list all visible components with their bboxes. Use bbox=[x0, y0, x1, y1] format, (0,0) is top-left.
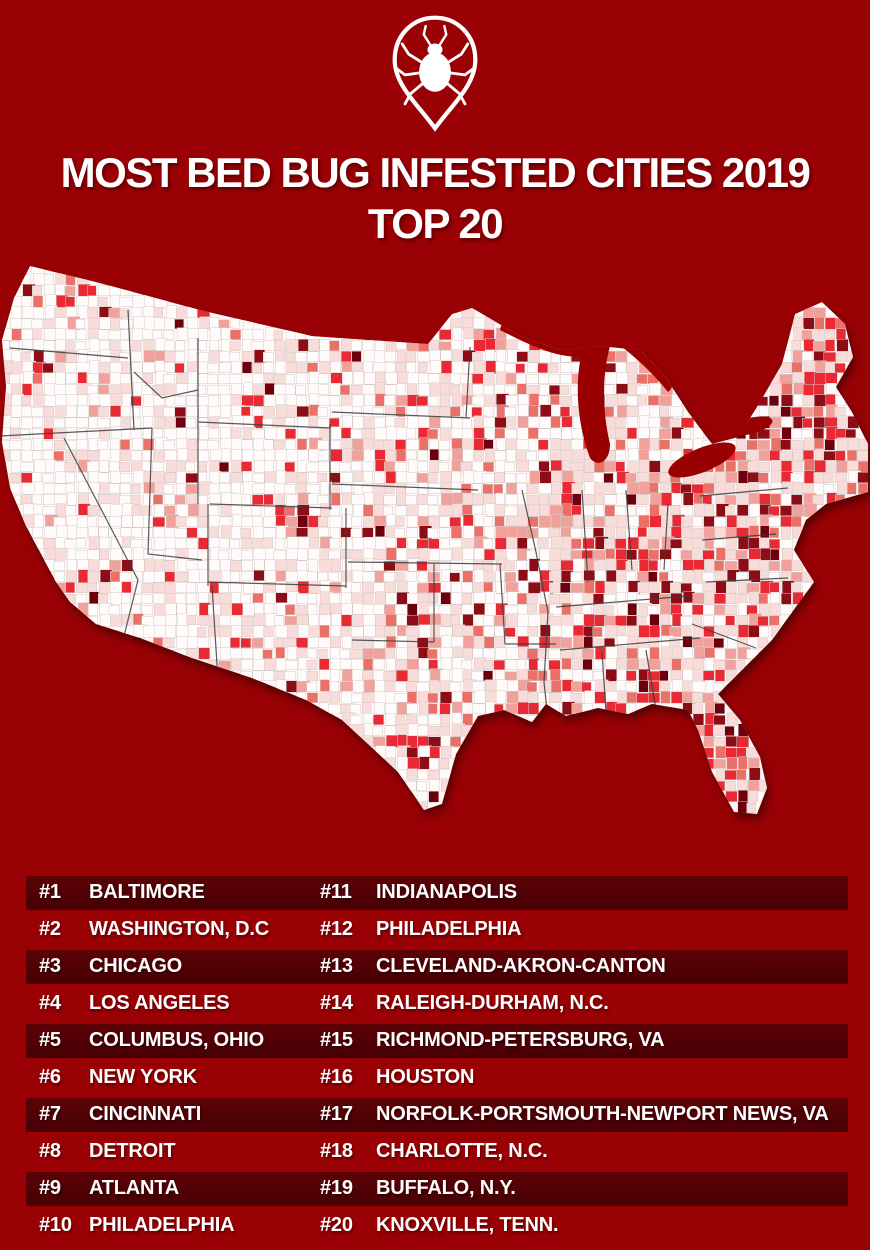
county-cells bbox=[2, 265, 868, 814]
ranking-row-10: #10 PHILADELPHIA #20 KNOXVILLE, TENN. bbox=[26, 1209, 848, 1243]
city-label: RALEIGH-DURHAM, N.C. bbox=[376, 992, 609, 1015]
city-label: CLEVELAND-AKRON-CANTON bbox=[376, 955, 666, 978]
rank-label: #13 bbox=[320, 955, 353, 978]
city-label: KNOXVILLE, TENN. bbox=[376, 1214, 559, 1237]
rank-label: #4 bbox=[39, 992, 61, 1015]
rank-label: #2 bbox=[39, 918, 61, 941]
ranking-row-9: #9 ATLANTA #19 BUFFALO, N.Y. bbox=[26, 1171, 848, 1206]
rank-label: #10 bbox=[39, 1214, 72, 1237]
city-label: BUFFALO, N.Y. bbox=[376, 1177, 516, 1200]
rank-label: #7 bbox=[39, 1103, 61, 1126]
rank-label: #14 bbox=[320, 992, 353, 1015]
bedbug-icon bbox=[396, 24, 474, 106]
ranking-row-3: #3 CHICAGO #13 CLEVELAND-AKRON-CANTON bbox=[26, 949, 848, 984]
pin-icon-svg bbox=[392, 15, 478, 132]
city-label: COLUMBUS, OHIO bbox=[89, 1029, 264, 1052]
rank-label: #20 bbox=[320, 1214, 353, 1237]
city-label: CINCINNATI bbox=[89, 1103, 202, 1126]
city-label: BALTIMORE bbox=[89, 881, 205, 904]
rank-label: #19 bbox=[320, 1177, 353, 1200]
city-label: NORFOLK-PORTSMOUTH-NEWPORT NEWS, VA bbox=[376, 1103, 829, 1126]
rank-label: #18 bbox=[320, 1140, 353, 1163]
title-line-2: TOP 20 bbox=[367, 199, 504, 247]
rank-label: #16 bbox=[320, 1066, 353, 1089]
ranking-row-2: #2 WASHINGTON, D.C #12 PHILADELPHIA bbox=[26, 913, 848, 947]
city-label: INDIANAPOLIS bbox=[376, 881, 517, 904]
city-label: NEW YORK bbox=[89, 1066, 198, 1089]
city-label: CHICAGO bbox=[89, 955, 183, 978]
us-county-choropleth-map bbox=[2, 265, 868, 814]
state-borders bbox=[2, 309, 789, 720]
ranking-row-1: #1 BALTIMORE #11 INDIANAPOLIS bbox=[26, 875, 848, 910]
city-label: RICHMOND-PETERSBURG, VA bbox=[376, 1029, 665, 1052]
rank-label: #12 bbox=[320, 918, 353, 941]
city-label: HOUSTON bbox=[376, 1066, 475, 1089]
rank-label: #1 bbox=[39, 881, 61, 904]
header: MOST BED BUG INFESTED CITIES 2019 TOP 20 bbox=[0, 0, 870, 250]
city-label: CHARLOTTE, N.C. bbox=[376, 1140, 548, 1163]
city-label: LOS ANGELES bbox=[89, 992, 230, 1015]
rank-label: #6 bbox=[39, 1066, 61, 1089]
city-label: PHILADELPHIA bbox=[376, 918, 522, 941]
rank-label: #3 bbox=[39, 955, 61, 978]
rank-label: #8 bbox=[39, 1140, 61, 1163]
ranking-row-7: #7 CINCINNATI #17 NORFOLK-PORTSMOUTH-NEWPO… bbox=[26, 1097, 848, 1132]
city-label: PHILADELPHIA bbox=[89, 1214, 235, 1237]
rank-label: #5 bbox=[39, 1029, 61, 1052]
city-label: DETROIT bbox=[89, 1140, 176, 1163]
bedbug-location-pin-icon bbox=[387, 13, 483, 133]
ranking-row-5: #5 COLUMBUS, OHIO #15 RICHMOND-PETERSBURG,… bbox=[26, 1023, 848, 1058]
rank-label: #9 bbox=[39, 1177, 61, 1200]
city-label: WASHINGTON, D.C bbox=[89, 918, 269, 941]
us-map-section bbox=[0, 252, 870, 864]
city-label: ATLANTA bbox=[89, 1177, 180, 1200]
title-line-1: MOST BED BUG INFESTED CITIES 2019 bbox=[60, 149, 811, 196]
ranking-row-6: #6 NEW YORK #16 HOUSTON bbox=[26, 1061, 848, 1095]
rank-label: #15 bbox=[320, 1029, 353, 1052]
ranking-row-4: #4 LOS ANGELES #14 RALEIGH-DURHAM, N.C. bbox=[26, 987, 848, 1021]
page-title: MOST BED BUG INFESTED CITIES 2019 TOP 20 bbox=[0, 148, 870, 250]
top20-ranking-list: #1 BALTIMORE #11 INDIANAPOLIS #2 WASHINGTON… bbox=[26, 875, 848, 1243]
rank-label: #17 bbox=[320, 1103, 353, 1126]
ranking-row-8: #8 DETROIT #18 CHARLOTTE, N.C. bbox=[26, 1135, 848, 1169]
rank-label: #11 bbox=[320, 881, 352, 904]
pin-outline bbox=[392, 15, 478, 132]
